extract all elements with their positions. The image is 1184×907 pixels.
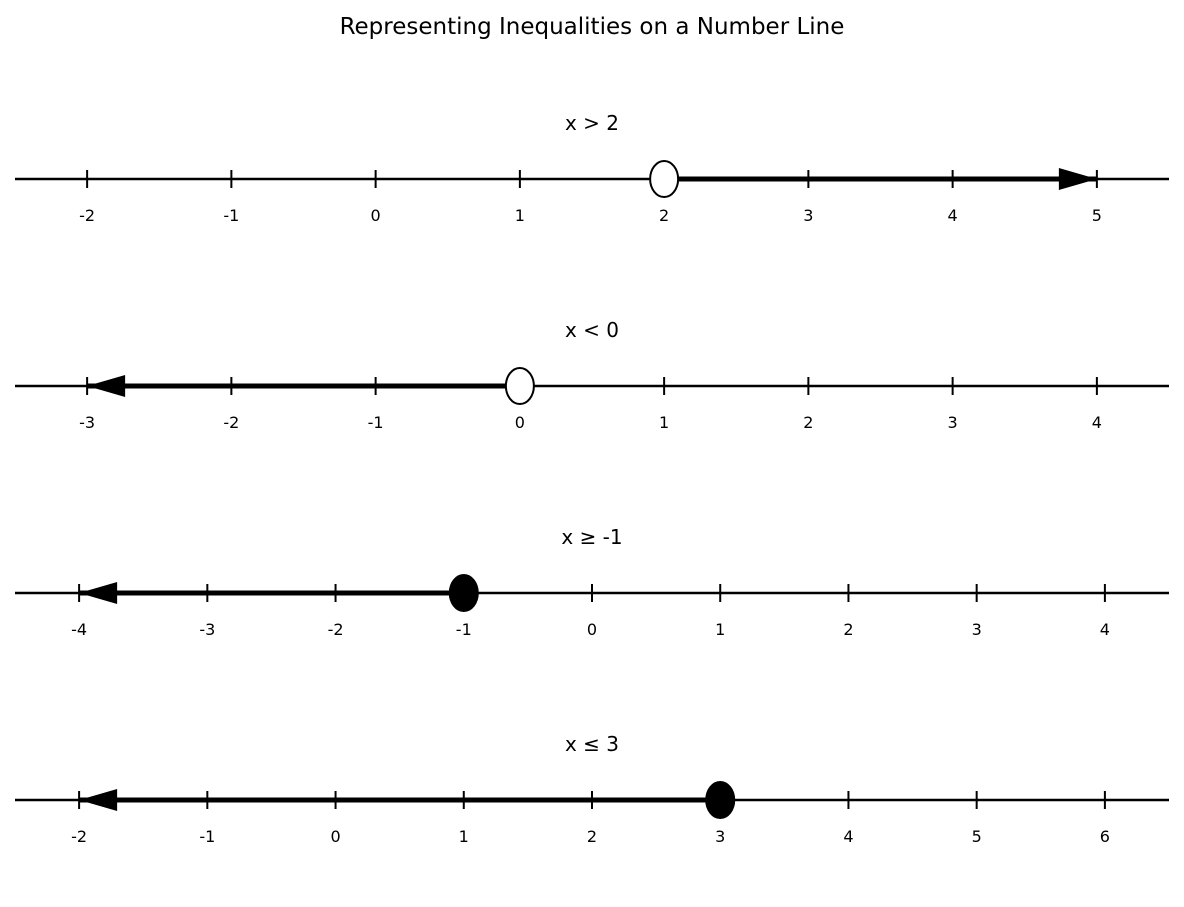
number-line-panel-1: x > 2 -2 -1 0 1 2 3 4 5 xyxy=(15,111,1169,225)
tick-label: 2 xyxy=(587,827,597,846)
tick-label: 2 xyxy=(843,620,853,639)
tick-label: 3 xyxy=(972,620,982,639)
panel-title: x < 0 xyxy=(565,318,619,342)
tick-label: 3 xyxy=(715,827,725,846)
number-line-panel-3: x ≥ -1 -4 -3 -2 -1 0 1 2 3 4 xyxy=(15,525,1169,639)
tick-label: -4 xyxy=(71,620,87,639)
tick-label: 4 xyxy=(1100,620,1110,639)
panel-title: x ≤ 3 xyxy=(565,732,619,756)
tick-label: 1 xyxy=(715,620,725,639)
tick-label: 6 xyxy=(1100,827,1110,846)
tick-label: 0 xyxy=(330,827,340,846)
closed-endpoint xyxy=(448,574,479,612)
tick-label: -3 xyxy=(199,620,215,639)
arrowhead xyxy=(87,375,126,397)
tick-label: -2 xyxy=(328,620,344,639)
arrowhead xyxy=(1058,168,1097,190)
panel-title: x > 2 xyxy=(565,111,619,135)
tick-label: -2 xyxy=(71,827,87,846)
tick-label: 4 xyxy=(948,206,958,225)
tick-label: -2 xyxy=(223,413,239,432)
tick-label: -2 xyxy=(79,206,95,225)
tick-label: -3 xyxy=(79,413,95,432)
tick-label: 4 xyxy=(843,827,853,846)
tick-label: 1 xyxy=(459,827,469,846)
open-endpoint xyxy=(649,160,680,198)
tick-label: -1 xyxy=(223,206,239,225)
number-line-panel-2: x < 0 -3 -2 -1 0 1 2 3 4 xyxy=(15,318,1169,432)
tick-label: 1 xyxy=(659,413,669,432)
tick-label: 2 xyxy=(803,413,813,432)
arrowhead xyxy=(79,582,118,604)
open-endpoint xyxy=(504,367,535,405)
tick-label: 0 xyxy=(515,413,525,432)
tick-label: 5 xyxy=(972,827,982,846)
tick-label: 3 xyxy=(948,413,958,432)
number-line-panel-4: x ≤ 3 -2 -1 0 1 2 3 4 5 6 xyxy=(15,732,1169,846)
tick-label: 0 xyxy=(587,620,597,639)
tick-label: -1 xyxy=(456,620,472,639)
panel-title: x ≥ -1 xyxy=(561,525,622,549)
figure-title: Representing Inequalities on a Number Li… xyxy=(340,14,845,40)
tick-label: 2 xyxy=(659,206,669,225)
closed-endpoint xyxy=(705,781,736,819)
arrowhead xyxy=(79,789,118,811)
tick-label: 5 xyxy=(1092,206,1102,225)
tick-label: 1 xyxy=(515,206,525,225)
tick-label: 0 xyxy=(371,206,381,225)
tick-label: -1 xyxy=(368,413,384,432)
tick-label: 3 xyxy=(803,206,813,225)
tick-label: -1 xyxy=(199,827,215,846)
tick-label: 4 xyxy=(1092,413,1102,432)
